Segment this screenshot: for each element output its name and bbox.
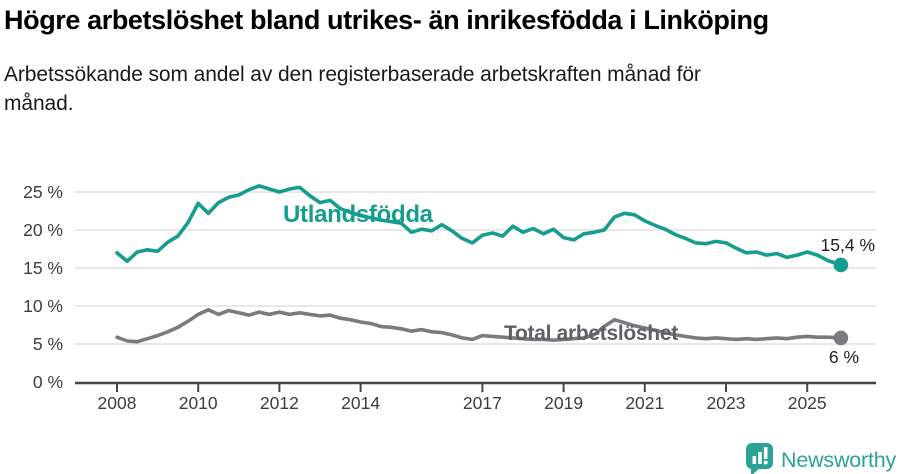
subtitle-line-1: Arbetssökande som andel av den registerb… (4, 63, 701, 86)
logo-bar-medium (758, 452, 762, 464)
y-axis-tick-label: 15 % (23, 258, 63, 278)
logo-exclamation-dot (763, 460, 768, 465)
x-axis-tick-label: 2023 (707, 393, 746, 413)
newsworthy-bubble-tail (751, 466, 762, 474)
end-value-label-total: 6 % (829, 347, 859, 367)
x-axis-tick-label: 2021 (625, 393, 664, 413)
x-axis-tick-label: 2010 (179, 393, 218, 413)
chart-subtitle: Arbetssökande som andel av den registerb… (4, 60, 701, 118)
x-axis-tick-label: 2019 (544, 393, 583, 413)
end-value-label-utlandsfodda: 15,4 % (821, 235, 875, 255)
series-label-utlandsfodda: Utlandsfödda (283, 201, 434, 228)
series-line-utlandsfodda (115, 184, 843, 267)
end-dot-utlandsfodda (833, 257, 849, 273)
y-axis-tick-label: 10 % (23, 296, 63, 316)
y-axis-tick-label: 25 % (23, 182, 63, 202)
y-axis-tick-label: 5 % (33, 334, 63, 354)
x-axis-tick-label: 2017 (463, 393, 502, 413)
x-axis-tick-label: 2012 (260, 393, 299, 413)
logo-bar-tall (763, 447, 768, 459)
series-line-total (115, 307, 843, 344)
subtitle-line-2: månad. (4, 92, 74, 115)
y-axis-tick-label: 20 % (23, 220, 63, 240)
x-axis-tick-label: 2025 (788, 393, 827, 413)
x-axis-tick-label: 2008 (98, 393, 137, 413)
logo-bar-small (752, 456, 757, 464)
newsworthy-wordmark: Newsworthy (781, 448, 897, 472)
end-dot-total (833, 330, 849, 346)
x-axis-tick-label: 2014 (341, 393, 380, 413)
chart-title: Högre arbetslöshet bland utrikes- än inr… (4, 5, 769, 35)
series-label-total-arbetsloshet: Total arbetslöshet (504, 322, 678, 345)
y-axis-tick-label: 0 % (33, 372, 63, 392)
